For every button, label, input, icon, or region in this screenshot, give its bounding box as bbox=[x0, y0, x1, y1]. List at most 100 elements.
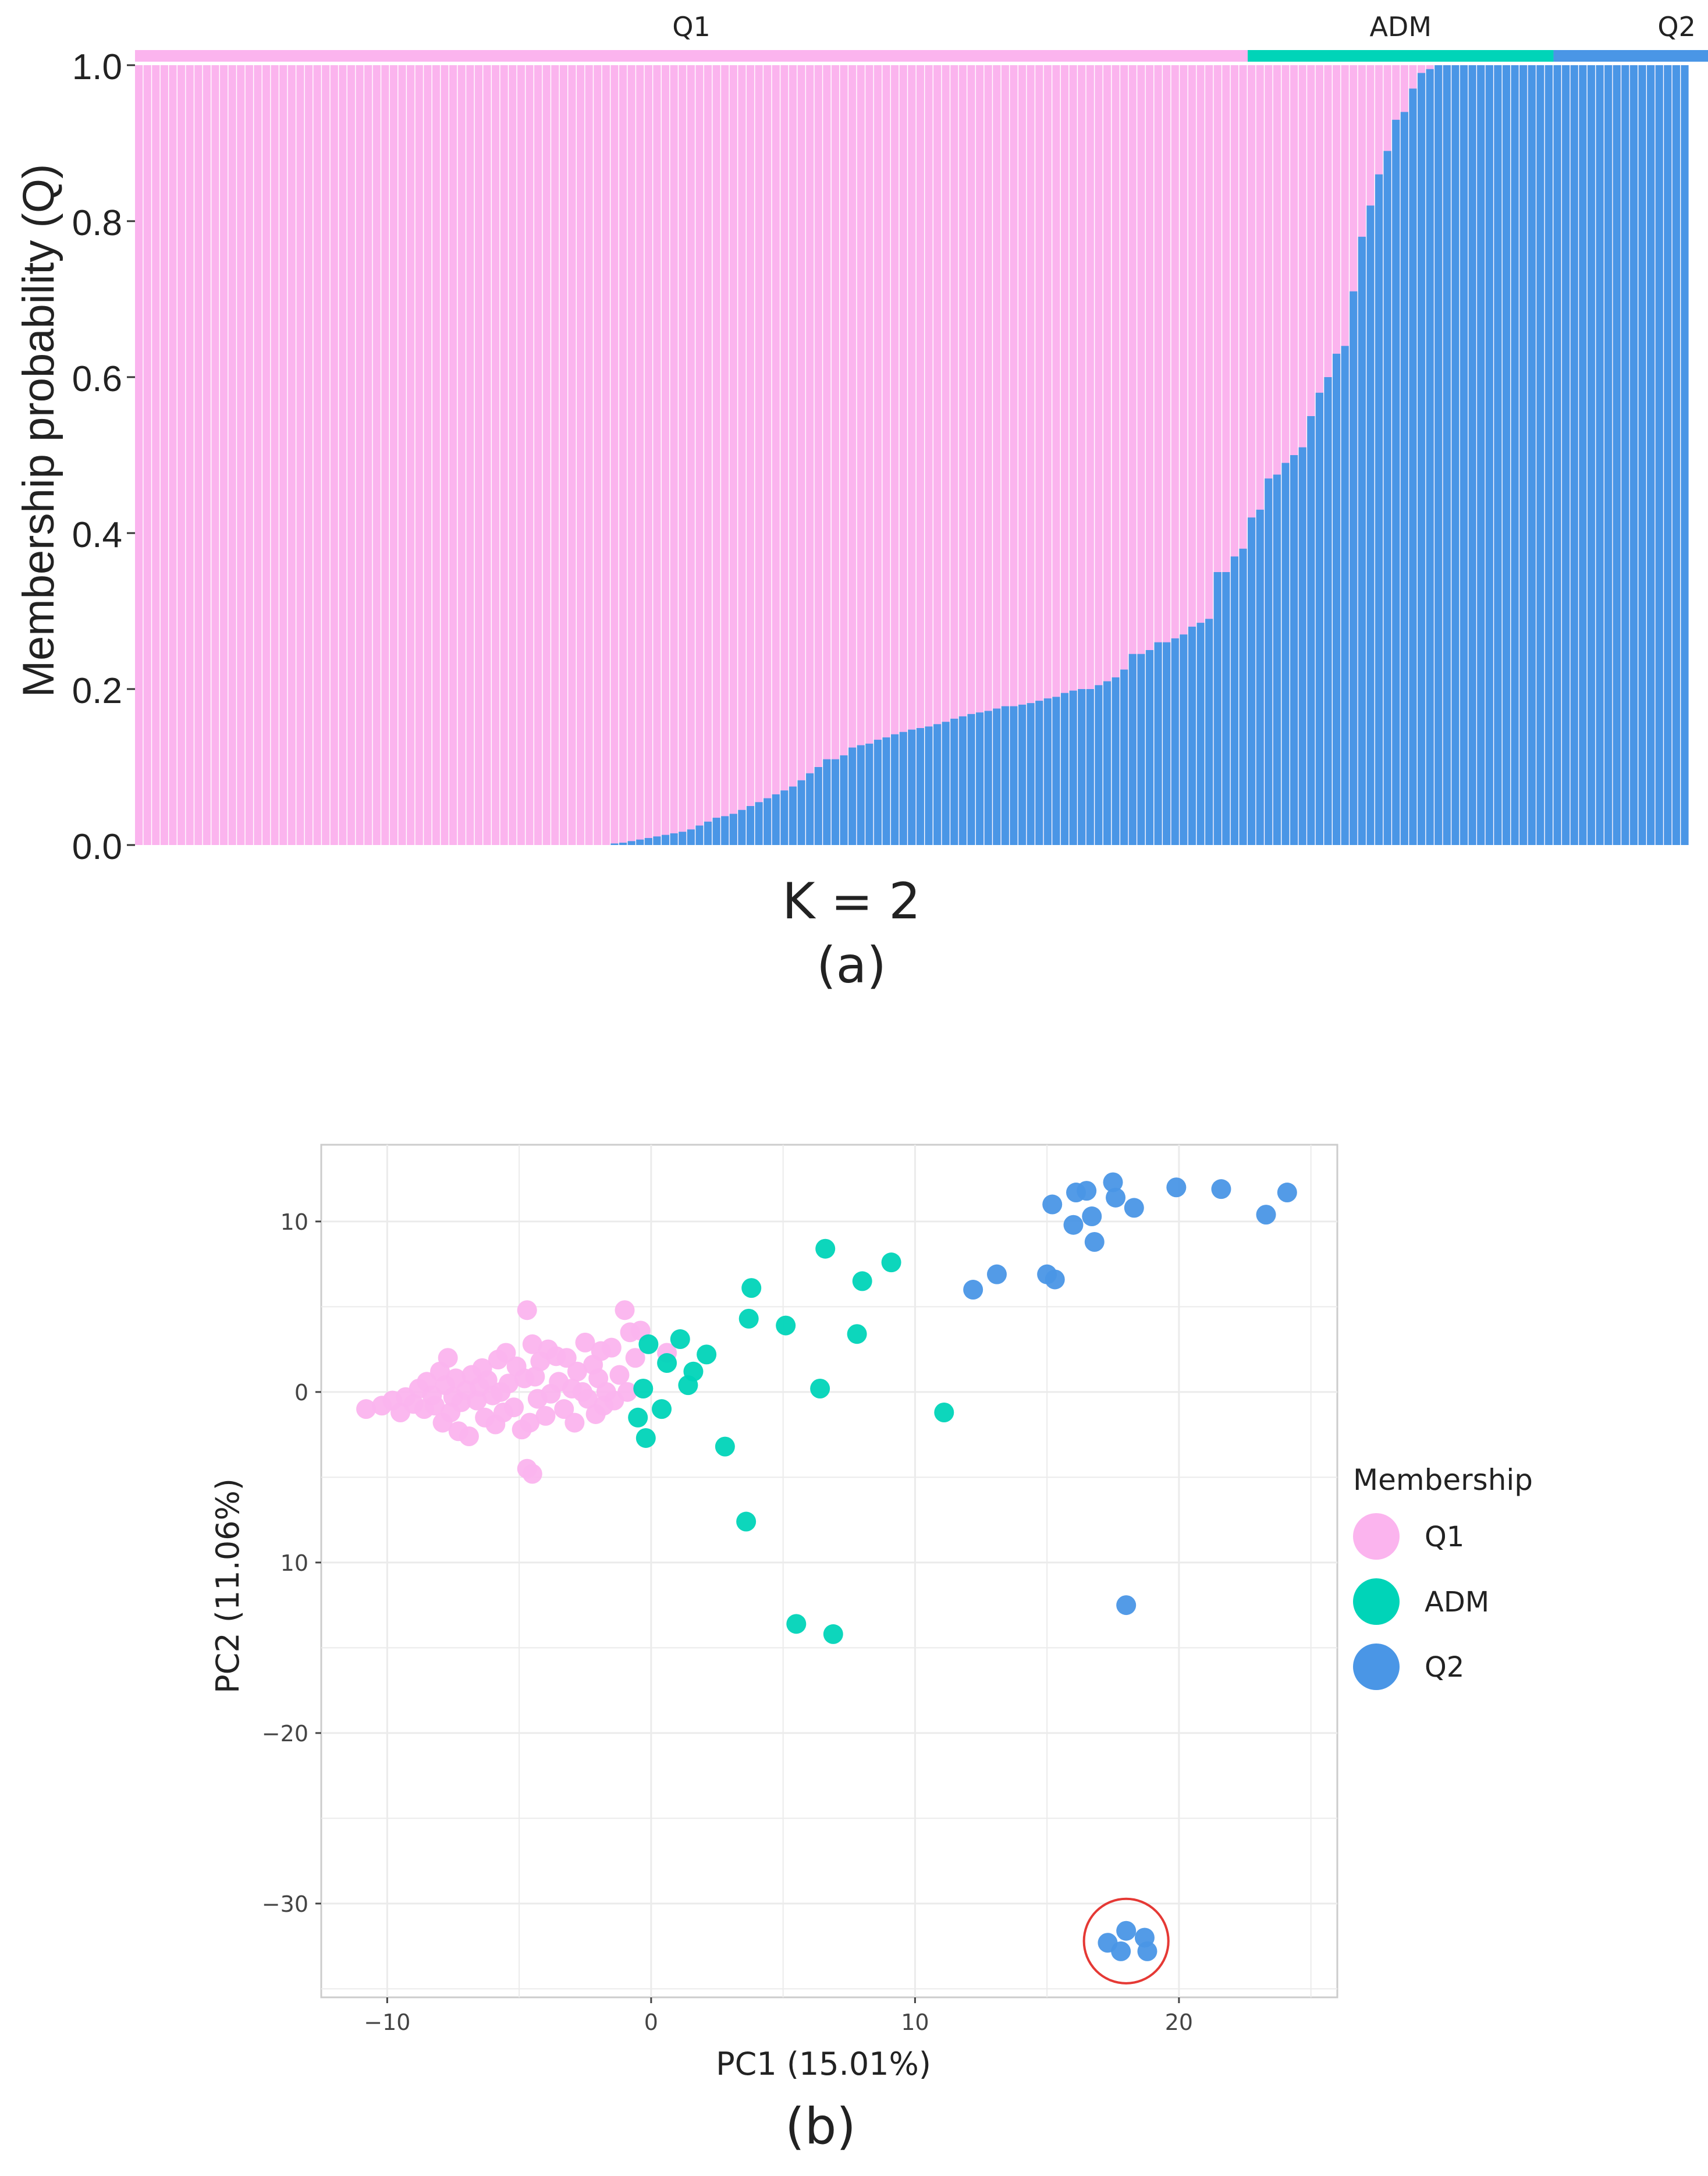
bar-q1-segment bbox=[661, 65, 670, 845]
bar-q1-segment bbox=[186, 65, 194, 845]
bar-q2-segment bbox=[950, 718, 958, 845]
bar-q1-segment bbox=[695, 65, 704, 845]
bar-q2-segment bbox=[1145, 650, 1154, 845]
bar-q2-segment bbox=[1664, 65, 1672, 845]
bar-q1-segment bbox=[1095, 65, 1103, 845]
x-tick-label: 10 bbox=[901, 2010, 929, 2035]
bar-q2-segment bbox=[704, 821, 712, 845]
bar-q1-segment bbox=[143, 65, 151, 845]
bar-q2-segment bbox=[1417, 73, 1426, 845]
bar-q1-segment bbox=[967, 65, 975, 845]
bar-q1-segment bbox=[925, 65, 933, 845]
bar-q2-segment bbox=[695, 825, 704, 845]
point-q1 bbox=[575, 1332, 595, 1353]
legend-key-q1 bbox=[1353, 1513, 1400, 1560]
point-q2 bbox=[1111, 1941, 1131, 1961]
group-bar-segment bbox=[135, 50, 1248, 62]
bar-q1-segment bbox=[729, 65, 737, 845]
bar-q1-segment bbox=[415, 65, 423, 845]
point-q2 bbox=[1082, 1206, 1102, 1227]
bar-q1-segment bbox=[474, 65, 483, 845]
bar-q2-segment bbox=[831, 759, 840, 845]
bar-q2-segment bbox=[1290, 455, 1298, 845]
bar-q1-segment bbox=[738, 65, 746, 845]
bar-q1-segment bbox=[1018, 65, 1027, 845]
bar-q1-segment bbox=[160, 65, 168, 845]
bar-q2-segment bbox=[1587, 65, 1596, 845]
point-adm bbox=[823, 1624, 843, 1644]
point-adm bbox=[736, 1511, 757, 1532]
bar-q1-segment bbox=[865, 65, 873, 845]
bar-q1-segment bbox=[135, 65, 143, 845]
bar-q2-segment bbox=[1332, 353, 1341, 845]
bar-q2-segment bbox=[1562, 65, 1570, 845]
point-adm bbox=[628, 1407, 648, 1428]
bar-q1-segment bbox=[1052, 65, 1060, 845]
bar-q2-segment bbox=[1307, 416, 1315, 845]
bar-q2-segment bbox=[746, 806, 755, 845]
point-q2 bbox=[1063, 1215, 1084, 1235]
point-q1 bbox=[522, 1334, 542, 1354]
bar-q1-segment bbox=[891, 65, 899, 845]
annotation-layer bbox=[1082, 1897, 1170, 1985]
bar-q1-segment bbox=[619, 65, 627, 845]
point-adm bbox=[815, 1238, 836, 1259]
bar-q2-segment bbox=[619, 842, 627, 845]
bar-q1-segment bbox=[950, 65, 958, 845]
point-q2 bbox=[1084, 1232, 1105, 1252]
bar-q1-segment bbox=[610, 65, 619, 845]
bar-q1-segment bbox=[492, 65, 500, 845]
bar-q1-segment bbox=[322, 65, 330, 845]
point-adm bbox=[847, 1324, 867, 1344]
bar-q1-segment bbox=[1078, 65, 1086, 845]
y-tick-label: 0.0 bbox=[72, 827, 122, 867]
point-q1 bbox=[564, 1412, 585, 1433]
panel-label-b: (b) bbox=[785, 2097, 856, 2156]
x-tick-label: 20 bbox=[1165, 2010, 1193, 2035]
bar-q2-segment bbox=[1494, 65, 1502, 845]
bar-q2-segment bbox=[814, 767, 822, 845]
bar-q2-segment bbox=[1604, 65, 1613, 845]
x-tick-label: 0 bbox=[644, 2010, 658, 2035]
bar-q1-segment bbox=[857, 65, 865, 845]
bar-q1-segment bbox=[254, 65, 262, 845]
point-q2 bbox=[963, 1280, 983, 1300]
bar-q2-segment bbox=[1095, 685, 1103, 845]
point-q2 bbox=[1256, 1205, 1276, 1225]
bar-q1-segment bbox=[296, 65, 304, 845]
x-axis: −10 0 10 20 bbox=[364, 1997, 1193, 2035]
bar-q1-segment bbox=[1035, 65, 1043, 845]
bar-q1-segment bbox=[942, 65, 950, 845]
bar-q2-segment bbox=[882, 737, 890, 845]
bar-q1-segment bbox=[1103, 65, 1112, 845]
bar-q1-segment bbox=[916, 65, 924, 845]
bar-q2-segment bbox=[806, 773, 814, 845]
point-adm bbox=[741, 1278, 762, 1298]
bar-q2-segment bbox=[925, 726, 933, 845]
group-labels: Q1 ADM Q2 bbox=[672, 11, 1696, 42]
bar-q1-segment bbox=[602, 65, 610, 845]
group-label: Q1 bbox=[672, 11, 710, 42]
bar-q2-segment bbox=[1553, 65, 1561, 845]
bar-q2-segment bbox=[865, 743, 873, 845]
bar-q2-segment bbox=[1010, 706, 1018, 845]
bar-q2-segment bbox=[1400, 112, 1408, 845]
bar-q2-segment bbox=[1001, 706, 1009, 845]
bar-q1-segment bbox=[169, 65, 177, 845]
bar-q1-segment bbox=[466, 65, 474, 845]
bar-q1-segment bbox=[381, 65, 389, 845]
point-q1 bbox=[522, 1464, 542, 1484]
bar-q1-segment bbox=[457, 65, 466, 845]
point-adm bbox=[934, 1403, 954, 1423]
bar-q2-segment bbox=[1468, 65, 1476, 845]
y-tick-label: 1.0 bbox=[72, 47, 122, 87]
y-axis: 0.0 0.2 0.4 0.6 0.8 1.0 bbox=[72, 47, 135, 867]
y-tick-label: 0.6 bbox=[72, 359, 122, 399]
legend-label: Q2 bbox=[1425, 1651, 1464, 1684]
legend-label: Q1 bbox=[1425, 1521, 1464, 1553]
bar-q2-segment bbox=[1171, 638, 1179, 845]
point-q2 bbox=[1116, 1921, 1137, 1941]
bar-q1-segment bbox=[287, 65, 296, 845]
point-q1 bbox=[356, 1399, 377, 1419]
bar-q1-segment bbox=[407, 65, 415, 845]
